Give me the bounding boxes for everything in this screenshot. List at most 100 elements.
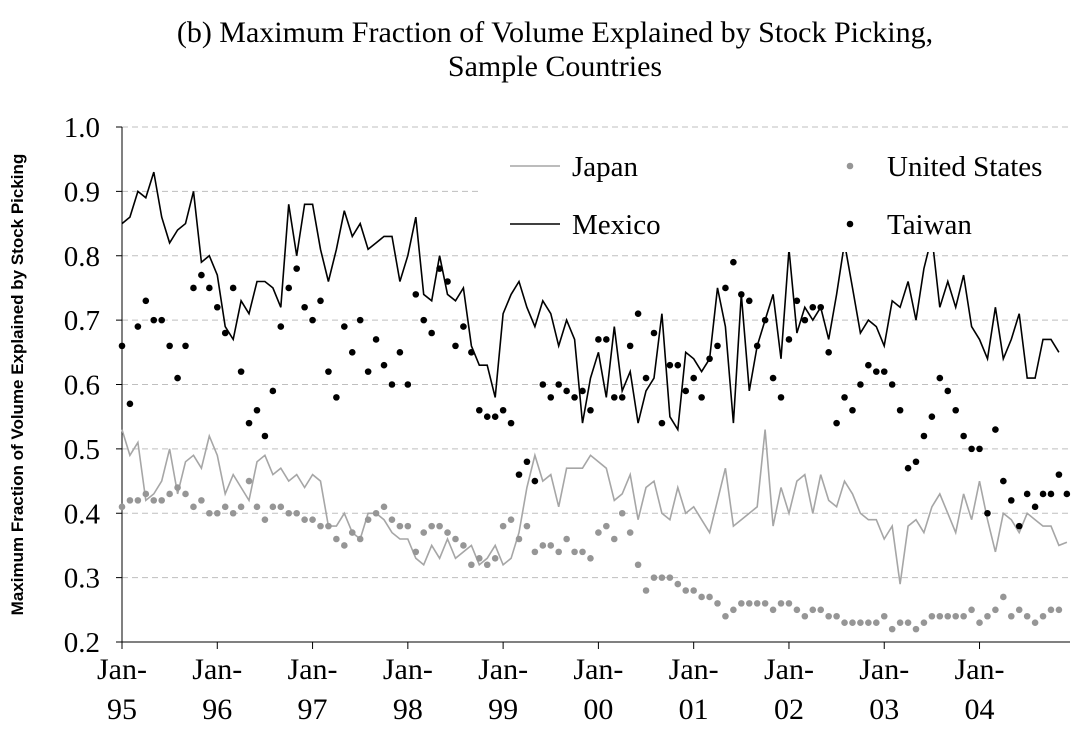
data-point [277, 323, 285, 330]
data-point [460, 542, 467, 549]
data-point [920, 432, 928, 440]
data-point [261, 516, 269, 523]
data-point [420, 316, 428, 324]
x-tick-label: Jan- 02 [763, 653, 814, 726]
data-point [293, 265, 300, 272]
data-point [190, 284, 197, 292]
data-point [579, 387, 586, 395]
data-point [237, 368, 245, 375]
data-point [1007, 612, 1015, 620]
data-point [769, 374, 777, 382]
data-point [1023, 490, 1031, 498]
data-point [174, 374, 181, 382]
data-point [198, 497, 205, 504]
data-point [833, 419, 840, 427]
data-point [412, 291, 420, 298]
data-point [372, 509, 380, 517]
data-point [595, 336, 602, 343]
legend-label: United States [887, 151, 1042, 183]
y-axis-label: Maximum Fraction of Volume Explained by … [8, 154, 27, 616]
data-point [618, 509, 626, 517]
data-point [428, 329, 435, 337]
data-point [166, 490, 173, 498]
data-point [380, 503, 388, 511]
data-point [912, 458, 920, 466]
data-point [952, 406, 959, 414]
data-point [452, 535, 459, 543]
data-point [738, 291, 745, 298]
data-point [499, 522, 507, 530]
data-point [341, 323, 348, 330]
legend-label: Japan [572, 151, 639, 183]
data-point [317, 522, 324, 530]
data-point [952, 612, 959, 620]
data-point [873, 619, 880, 626]
x-tick-label: Jan- 95 [97, 653, 147, 726]
data-point [1031, 503, 1039, 511]
data-point [698, 593, 705, 601]
data-point [245, 477, 253, 485]
data-point [253, 503, 261, 511]
data-point [206, 284, 213, 292]
data-point [293, 509, 300, 517]
data-point [150, 316, 158, 324]
data-point [571, 548, 578, 556]
data-point [1000, 477, 1007, 485]
data-point [793, 297, 801, 305]
data-point [817, 606, 825, 614]
data-point [618, 394, 626, 401]
data-point [841, 619, 848, 626]
data-point [531, 477, 539, 485]
data-point [976, 619, 983, 626]
data-point [436, 522, 443, 530]
data-point [722, 612, 729, 620]
data-point [1047, 606, 1055, 614]
data-point [166, 342, 173, 350]
data-point [610, 535, 618, 543]
data-point [936, 374, 944, 382]
data-point [992, 426, 999, 433]
data-point [253, 406, 261, 414]
data-point [571, 394, 578, 401]
data-point [785, 336, 793, 343]
data-point [444, 529, 451, 536]
legend-swatch [846, 220, 854, 228]
data-point [658, 574, 666, 581]
data-point [396, 522, 404, 530]
data-point [896, 619, 904, 626]
data-point [491, 555, 499, 562]
data-point [857, 619, 864, 626]
data-point [873, 368, 880, 375]
data-point [404, 381, 412, 388]
data-point [142, 490, 150, 498]
data-point [476, 406, 483, 414]
data-point [134, 497, 142, 504]
data-point [761, 600, 769, 607]
data-point [968, 445, 975, 453]
data-point [468, 561, 475, 569]
data-point [539, 381, 547, 388]
data-point [118, 342, 126, 350]
data-point [888, 381, 896, 388]
data-point [547, 542, 555, 549]
data-point [555, 548, 562, 556]
data-point [936, 612, 944, 620]
data-point [269, 503, 277, 511]
data-point [1000, 593, 1007, 601]
data-point [483, 561, 491, 569]
data-point [745, 600, 753, 607]
data-point [213, 303, 221, 311]
data-point [348, 529, 356, 536]
data-point [468, 349, 475, 356]
data-point [277, 503, 285, 511]
data-point [158, 497, 165, 504]
data-point [944, 387, 952, 395]
data-point [1007, 497, 1015, 504]
data-point [229, 509, 237, 517]
data-point [261, 432, 269, 440]
data-point [642, 374, 650, 382]
data-point [531, 548, 539, 556]
data-point [761, 316, 769, 324]
chart-title: (b) Maximum Fraction of Volume Explained… [176, 16, 934, 83]
